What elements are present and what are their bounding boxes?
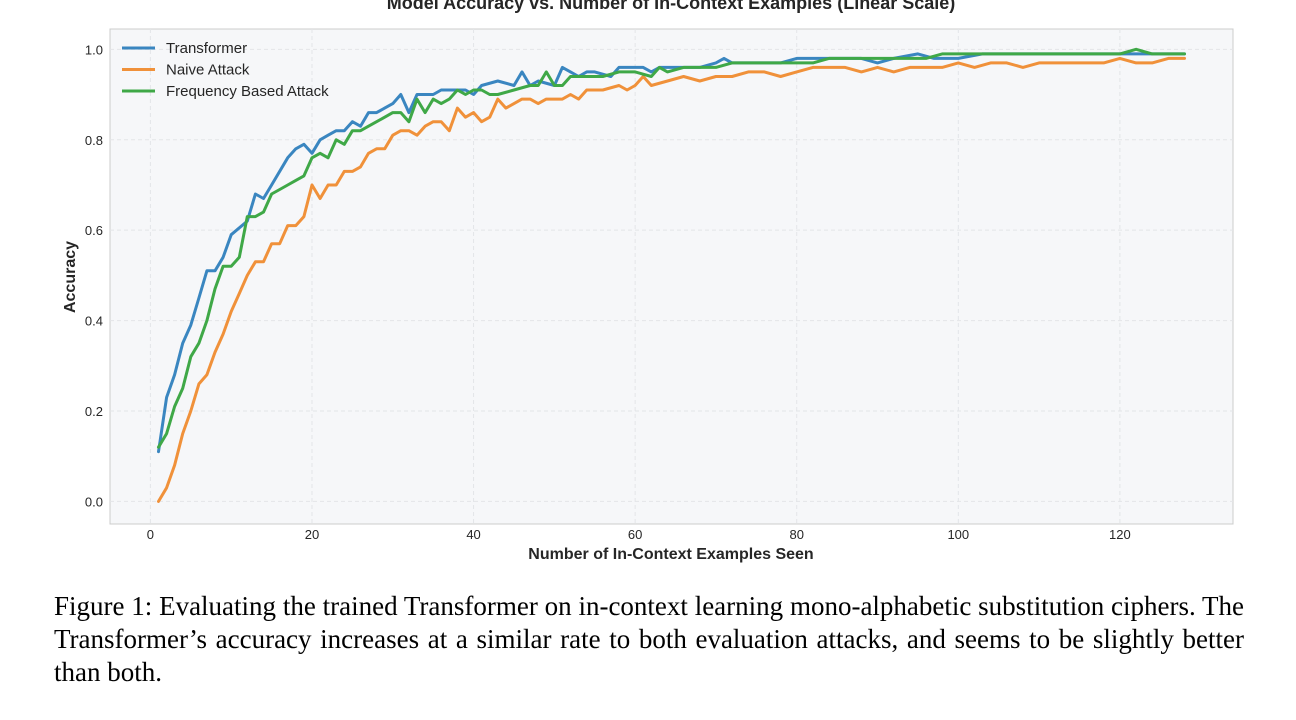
- x-axis-ticks: 0 20 40 60 80 100 120: [147, 527, 1131, 542]
- y-tick-label: 0.6: [85, 223, 103, 238]
- y-axis-label: Accuracy: [62, 241, 79, 313]
- y-axis-ticks: 0.0 0.2 0.4 0.6 0.8 1.0: [85, 42, 103, 509]
- legend: Transformer Naive Attack Frequency Based A…: [122, 40, 329, 100]
- y-tick-label: 0.4: [85, 314, 103, 329]
- plot-area: [109, 28, 1234, 525]
- series-line-1: [157, 56, 1186, 503]
- legend-label: Naive Attack: [166, 62, 250, 79]
- y-tick-label: 0.0: [85, 494, 103, 509]
- legend-label: Transformer: [166, 40, 247, 57]
- y-tick-label: 0.2: [85, 404, 103, 419]
- x-tick-label: 20: [305, 527, 319, 542]
- y-tick-label: 0.8: [85, 133, 103, 148]
- chart-title: Model Accuracy vs. Number of In-Context …: [387, 0, 956, 13]
- series-line-0: [157, 52, 1186, 454]
- series-line-2: [157, 47, 1186, 449]
- x-tick-label: 80: [789, 527, 803, 542]
- x-tick-label: 40: [466, 527, 480, 542]
- x-tick-label: 120: [1109, 527, 1131, 542]
- x-axis-label: Number of In-Context Examples Seen: [528, 546, 813, 563]
- y-tick-label: 1.0: [85, 42, 103, 57]
- accuracy-line-chart: Model Accuracy vs. Number of In-Context …: [62, 0, 1234, 563]
- x-tick-label: 0: [147, 527, 154, 542]
- x-tick-label: 100: [947, 527, 969, 542]
- series-lines: [157, 47, 1186, 503]
- x-tick-label: 60: [628, 527, 642, 542]
- figure-caption: Figure 1: Evaluating the trained Transfo…: [54, 591, 1244, 687]
- grid: [110, 29, 1233, 524]
- legend-label: Frequency Based Attack: [166, 83, 329, 100]
